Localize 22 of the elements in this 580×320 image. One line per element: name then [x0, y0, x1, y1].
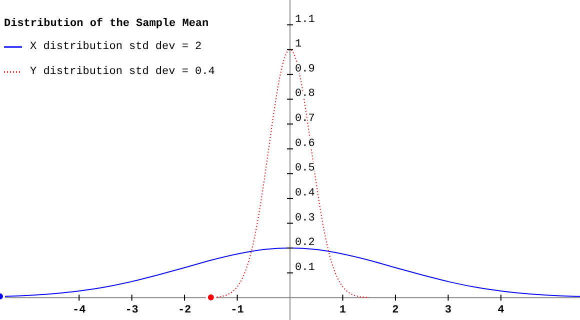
x-tick-label: 2 [392, 304, 399, 317]
x-tick-label: -4 [72, 304, 86, 317]
y-tick-label: 0.1 [295, 262, 316, 274]
y-tick-label: 0.7 [295, 113, 315, 126]
x-tick-label: 3 [444, 304, 452, 317]
x-tick-label: 1 [339, 304, 346, 317]
y-tick-label: 1.1 [295, 14, 316, 26]
y-tick-label: 0.2 [295, 237, 315, 250]
x-tick-label: -3 [125, 304, 139, 317]
y-tick-label: 0.3 [295, 212, 315, 224]
legend-title: Distribution of the Sample Mean [4, 18, 210, 30]
legend-label: Y distribution std dev = 0.4 [30, 66, 215, 78]
y-tick-label: 0.8 [295, 88, 315, 100]
x-tick-label: -2 [178, 304, 192, 317]
legend-label: X distribution std dev = 2 [30, 40, 202, 52]
x-tick-label: 4 [498, 304, 505, 317]
x-tick-label: -1 [230, 304, 244, 317]
y-tick-label: 0.9 [295, 63, 315, 76]
y-tick-label: 0.6 [295, 138, 315, 150]
y-tick-label: 0.4 [295, 187, 316, 200]
y-tick-label: 0.5 [295, 162, 315, 175]
y-tick-label: 1 [295, 38, 302, 51]
